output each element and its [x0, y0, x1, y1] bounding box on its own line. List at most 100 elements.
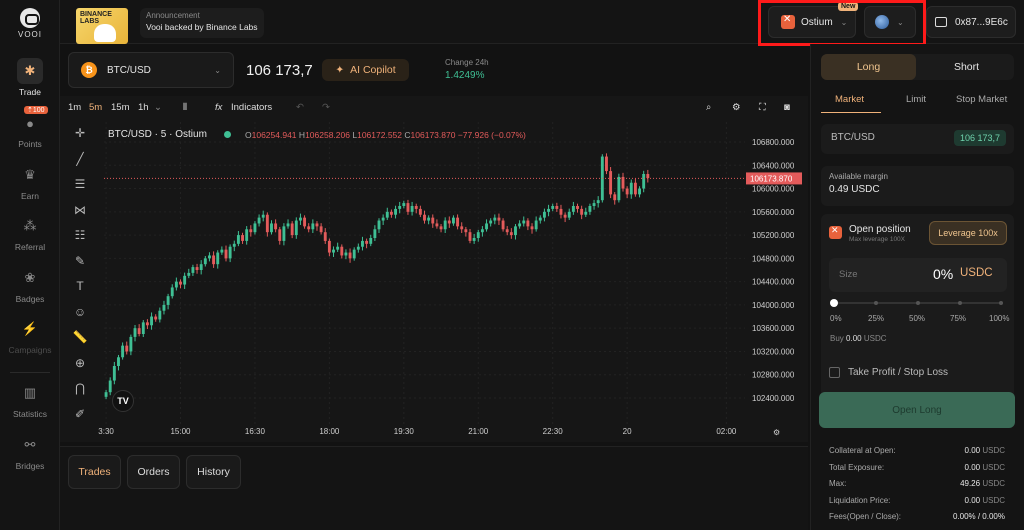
zoom-icon[interactable]: ⊕ [74, 355, 86, 370]
size-input[interactable]: Size 0% USDC [829, 258, 1007, 292]
candle-body [493, 217, 497, 221]
sidebar-item-statistics[interactable]: ▥ Statistics [0, 380, 60, 419]
fib-icon[interactable]: ☷ [74, 228, 86, 242]
candle-body [394, 208, 397, 215]
sidebar-item-earn[interactable]: ♛ Earn [0, 162, 60, 201]
candle-body [344, 252, 348, 256]
candle-body [402, 203, 406, 206]
tpsl-label: Take Profit / Stop Loss [848, 367, 949, 378]
candle-body [249, 229, 253, 233]
candle-body [104, 392, 108, 397]
order-type-stop-market[interactable]: Stop Market [956, 94, 1008, 105]
candle-body [592, 203, 596, 206]
candle-body [414, 206, 418, 209]
ostium-icon [781, 14, 795, 29]
candle-body [117, 357, 120, 366]
indicators-button[interactable]: Indicators [231, 102, 273, 113]
network-selector[interactable]: ⌄ [864, 6, 916, 38]
fullscreen-icon[interactable]: ⛶ [759, 102, 766, 113]
vooi-logo[interactable]: VOOI [14, 8, 46, 39]
leverage-button[interactable]: Leverage 100x [929, 221, 1007, 245]
sidebar-item-referral[interactable]: ⁂ Referral [0, 213, 60, 252]
tradingview-logo[interactable]: TV [112, 390, 134, 412]
alert-icon[interactable]: ⌕ [706, 102, 712, 113]
candle-body [121, 345, 125, 358]
candle-body [501, 220, 505, 230]
ohlc-c-label: C [404, 130, 411, 140]
horizontal-lines-icon[interactable]: ☰ [74, 177, 86, 191]
announcement-card[interactable]: Announcement Vooi backed by Binance Labs [140, 8, 264, 38]
camera-icon[interactable]: ◙ [784, 102, 790, 113]
sidebar-item-points[interactable]: ⇡100 ● Points [0, 106, 60, 149]
order-type-market[interactable]: Market [835, 94, 865, 105]
slider-label-75[interactable]: 75% [950, 314, 967, 323]
order-type-limit[interactable]: Limit [906, 94, 927, 105]
sidebar-item-bridges[interactable]: ⚯ Bridges [0, 432, 60, 471]
pattern-icon[interactable]: ⋈ [74, 202, 86, 217]
sidebar-item-badges[interactable]: ❀ Badges [0, 265, 60, 304]
open-long-button[interactable]: Open Long [819, 392, 1015, 428]
candle-body [298, 217, 302, 221]
candle-body [183, 275, 187, 285]
ruler-icon[interactable]: 📏 [72, 330, 88, 344]
size-slider[interactable] [830, 299, 1003, 307]
sidebar-item-trade[interactable]: ✱ Trade [0, 58, 60, 97]
chevron-down-icon[interactable]: ⌄ [154, 102, 162, 113]
redo-icon[interactable]: ↷ [322, 102, 330, 113]
candle-body [642, 174, 646, 189]
text-tool-icon[interactable]: T [76, 279, 84, 293]
candle-body [447, 220, 451, 224]
wallet-button[interactable]: 0x87...9E6c [926, 6, 1016, 38]
slider-label-50[interactable]: 50% [909, 314, 926, 323]
magnet-icon[interactable]: ⋂ [75, 381, 85, 395]
slider-tick [916, 301, 920, 305]
candle-body [141, 322, 145, 334]
summary-value: 0.00 [964, 446, 981, 455]
timeframe-5m[interactable]: 5m [89, 102, 103, 113]
pair-selector[interactable]: ₿ BTC/USD ⌄ [68, 52, 234, 88]
emoji-icon[interactable]: ☺ [73, 304, 87, 319]
candle-body [216, 252, 220, 265]
candle-body [303, 217, 307, 227]
long-tab[interactable]: Long [821, 54, 916, 80]
sidebar-item-label: Bridges [15, 461, 45, 471]
announcement-image[interactable]: BINANCE LABS [76, 8, 128, 44]
settings-gear-icon[interactable]: ⚙ [732, 102, 741, 113]
ai-copilot-button[interactable]: ✦ AI Copilot [322, 59, 409, 81]
tab-trades[interactable]: Trades [68, 455, 121, 489]
brush-icon[interactable]: ✎ [74, 253, 86, 268]
timeframe-15m[interactable]: 15m [111, 102, 130, 113]
chart-panel[interactable]: 1m 5m 15m 1h ⌄ ⫴ fx Indicators ↶ ↷ ⌕ ⚙ ⛶… [60, 96, 808, 442]
undo-icon[interactable]: ↶ [296, 102, 304, 113]
slider-label-0[interactable]: 0% [830, 314, 842, 323]
candle-body [270, 223, 273, 233]
current-price-label: 106173.870 [750, 174, 793, 183]
candle-type-icon[interactable]: ⫴ [183, 102, 187, 113]
candle-body [633, 182, 637, 195]
candle-body [241, 235, 244, 241]
y-tick-label: 104800.000 [752, 254, 795, 263]
tpsl-toggle[interactable]: Take Profit / Stop Loss [829, 367, 948, 378]
exchange-selector[interactable]: Ostium ⌄ [768, 6, 856, 38]
slider-knob[interactable] [830, 299, 838, 307]
active-tab-underline [821, 112, 881, 113]
earn-icon: ♛ [24, 167, 36, 182]
slider-label-25[interactable]: 25% [868, 314, 885, 323]
tab-orders[interactable]: Orders [127, 455, 180, 489]
tpsl-checkbox[interactable] [829, 367, 840, 378]
ohlc-change: −77.926 (−0.07%) [457, 130, 526, 140]
trendline-icon[interactable]: ╱ [76, 151, 84, 166]
candle-body [435, 223, 439, 227]
tab-history[interactable]: History [186, 455, 241, 489]
timeframe-1m[interactable]: 1m [68, 102, 82, 113]
fx-icon[interactable]: fx [215, 102, 223, 113]
lock-drawing-icon[interactable]: ✐ [74, 406, 86, 421]
left-sidebar: VOOI ✱ Trade ⇡100 ● Points ♛ Earn ⁂ Refe… [0, 0, 60, 530]
candlestick-chart[interactable]: 106800.000 106400.000 106000.000 105600.000… [60, 96, 808, 442]
candle-body [385, 211, 389, 218]
candle-body [389, 211, 393, 215]
slider-label-100[interactable]: 100% [989, 314, 1010, 323]
crosshair-icon[interactable]: ✛ [74, 126, 86, 140]
short-tab[interactable]: Short [953, 61, 980, 73]
timeframe-1h[interactable]: 1h [138, 102, 149, 113]
